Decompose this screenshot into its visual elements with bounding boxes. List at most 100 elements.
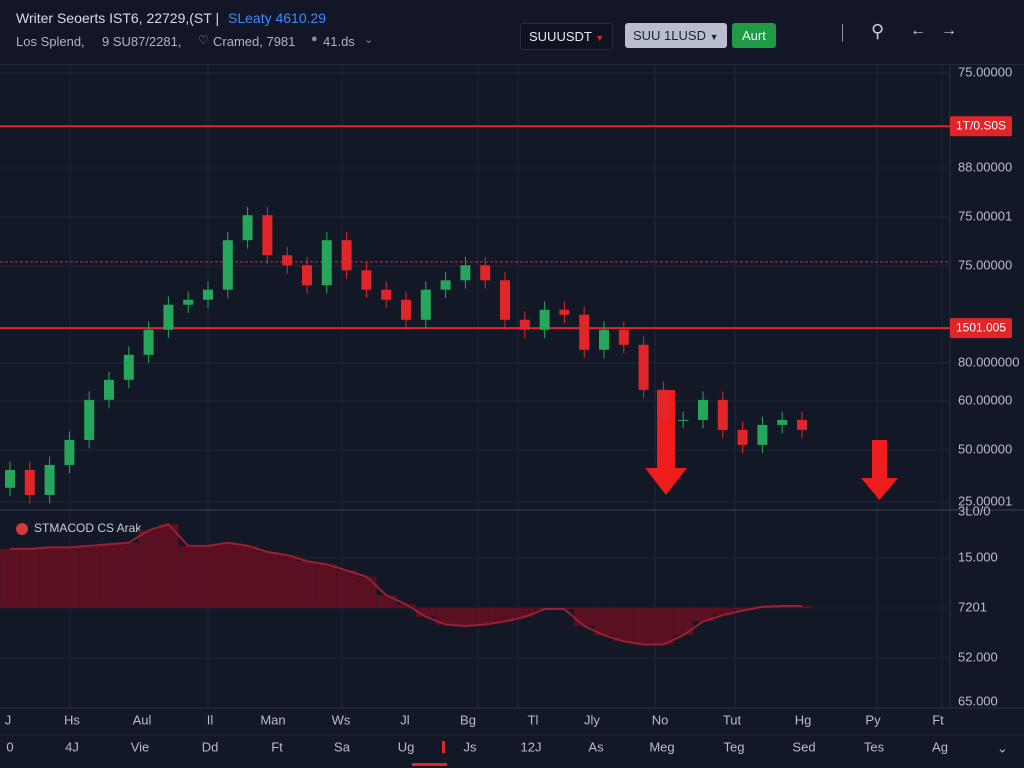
indicator-axis-label: 65.000 — [958, 693, 998, 708]
x-axis-label: Tes — [864, 739, 885, 754]
x-axis-label: Ug — [398, 739, 415, 754]
histogram-bar — [99, 544, 119, 608]
histogram-bar — [415, 607, 436, 617]
x-axis-label: Man — [260, 712, 285, 727]
histogram-bar — [712, 607, 733, 616]
candle-body — [183, 299, 194, 305]
candle-body — [64, 439, 75, 465]
icon: ♡ — [198, 33, 209, 47]
histogram-bar — [475, 607, 496, 625]
histogram-bar — [613, 607, 634, 642]
histogram-bar — [514, 607, 535, 617]
candle-body — [420, 289, 431, 320]
histogram-bar — [297, 561, 317, 608]
x-axis-label: 4J — [65, 739, 79, 754]
histogram-bar — [693, 607, 713, 622]
candle-body — [282, 255, 293, 266]
candle-body — [658, 389, 669, 420]
x-axis-label: Js — [464, 739, 478, 754]
candle-body — [519, 319, 530, 330]
arrow-down — [861, 440, 898, 500]
x-axis-label: Ws — [332, 712, 351, 727]
candle-body — [381, 289, 392, 300]
dropdown-caret[interactable]: ⌄ — [364, 34, 374, 46]
forward-icon[interactable]: → — [941, 22, 957, 39]
caret: ▼ — [595, 33, 605, 43]
histogram-bar — [673, 607, 694, 636]
histogram-bar — [59, 547, 80, 608]
histogram-bar — [336, 570, 357, 608]
candle-body — [24, 469, 35, 495]
header: Writer Seoerts IST6, 22729,(ST | SLeaty … — [0, 0, 1024, 65]
indicator-axis-label: 15.000 — [958, 549, 998, 564]
candle-body — [698, 399, 708, 420]
x-axis-label: Jl — [400, 712, 410, 727]
histogram-bar — [79, 545, 100, 608]
symbol: SUUUSDT — [529, 29, 592, 44]
candle-body — [143, 329, 154, 355]
candle-body — [579, 314, 590, 350]
candle-body — [717, 399, 728, 430]
histogram-bar — [633, 607, 654, 645]
alert-button[interactable]: Aurt — [732, 23, 776, 48]
histogram-bar — [118, 542, 139, 608]
candle-body — [797, 419, 807, 430]
symbol-select[interactable]: SUUUSDT ▼ — [520, 23, 614, 50]
histogram-bar — [178, 545, 199, 608]
x-axis-label: Aul — [133, 712, 152, 727]
candle-body — [638, 344, 649, 390]
indicator-icon[interactable] — [16, 523, 28, 535]
histogram-bar — [376, 595, 397, 608]
histogram-bar — [0, 548, 20, 608]
x-axis-label: Jly — [584, 712, 600, 727]
meta: 41.ds — [323, 34, 355, 49]
back-icon[interactable]: ← — [910, 22, 926, 39]
price-axis-label: 75.00001 — [958, 208, 1012, 223]
histogram-bar — [356, 576, 377, 608]
candle-body — [757, 424, 768, 445]
x-axis-label: J — [5, 712, 12, 727]
price-axis-label: 25.00001 — [958, 493, 1012, 508]
x-axis-label: Hs — [64, 712, 80, 727]
x-axis-label: Tl — [528, 712, 539, 727]
indicator-axis-label: 3L0/0 — [958, 503, 991, 518]
x-axis-label: As — [588, 739, 604, 754]
histogram-outline — [10, 523, 802, 646]
search-icon[interactable]: ⚲ — [871, 21, 885, 41]
histogram-bar — [574, 607, 595, 626]
candle-body — [222, 240, 233, 290]
candle-body — [321, 240, 332, 286]
price: SLeaty 4610.29 — [228, 10, 327, 26]
candle-body — [678, 419, 689, 421]
x-axis-label: 12J — [521, 739, 542, 754]
price-axis-label: 75.00000 — [958, 257, 1012, 272]
candle-body — [618, 329, 629, 345]
x-axis-label: Sa — [334, 739, 351, 754]
histogram-bar — [158, 524, 179, 608]
histogram-bar — [257, 552, 278, 608]
arrow-down — [645, 390, 687, 495]
histogram-bar — [594, 607, 614, 636]
icon: ● — [311, 33, 318, 45]
x-axis-label: Tut — [723, 712, 742, 727]
x-axis-label: Vie — [131, 739, 150, 754]
price-axis-label: 50.00000 — [958, 441, 1012, 456]
title: Writer Seoerts IST6, 22729,(ST | — [16, 10, 220, 26]
candle-body — [559, 309, 570, 315]
expand-icon[interactable]: ⌄ — [997, 740, 1008, 755]
scroll-marker[interactable] — [412, 763, 447, 766]
histogram-bar — [237, 545, 258, 608]
price-axis-label: 75.00000 — [958, 64, 1012, 79]
candle-body — [460, 265, 471, 281]
x-axis-label: 0 — [6, 739, 13, 754]
candle-body — [440, 280, 451, 290]
candle-body — [777, 419, 788, 425]
indicator-axis-label: 7201 — [958, 599, 987, 614]
pair-select[interactable]: SUU 1LUSD ▼ — [625, 23, 727, 48]
indicator-label: STMACOD CS Arak — [34, 521, 142, 535]
x-axis-label: Meg — [649, 739, 674, 754]
candle-body — [104, 379, 114, 400]
price-axis-label: 80.000000 — [958, 354, 1019, 369]
candle-body — [361, 270, 372, 290]
